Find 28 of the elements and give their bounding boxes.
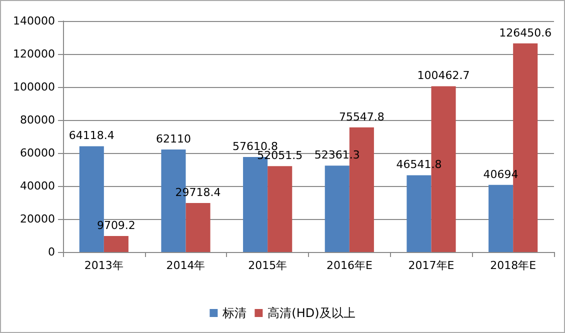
y-tick-label: 20000 [20,212,55,226]
data-label: 62110 [156,132,191,146]
y-tick-label: 40000 [20,180,55,192]
bar [268,166,292,252]
y-tick-label: 140000 [13,14,55,28]
data-label: 100462.7 [417,69,470,82]
legend-label: 标清 [222,306,247,320]
bar [186,202,210,252]
bar [406,175,432,252]
bar [104,236,128,252]
y-tick-label: 100000 [13,80,55,94]
y-tick-label: 0 [48,246,55,258]
x-tick-label: 2017年E [408,259,454,272]
data-label: 126450.6 [499,26,552,40]
x-tick-label: 2015年 [248,259,288,272]
data-label: 64118.4 [68,129,114,142]
bar [488,184,514,252]
x-tick-label: 2018年E [490,259,536,272]
legend-label: 高清(HD)及以上 [268,306,356,320]
data-label: 52051.5 [257,149,303,162]
x-tick-label: 2013年 [84,259,124,272]
y-tick-label: 80000 [20,114,55,126]
y-tick-label: 60000 [20,146,55,160]
bar [324,166,350,252]
x-tick-label: 2016年E [326,259,372,272]
x-tick-label: 2014年 [166,259,206,272]
y-tick-label: 120000 [13,48,55,60]
data-label: 75547.8 [338,110,384,124]
